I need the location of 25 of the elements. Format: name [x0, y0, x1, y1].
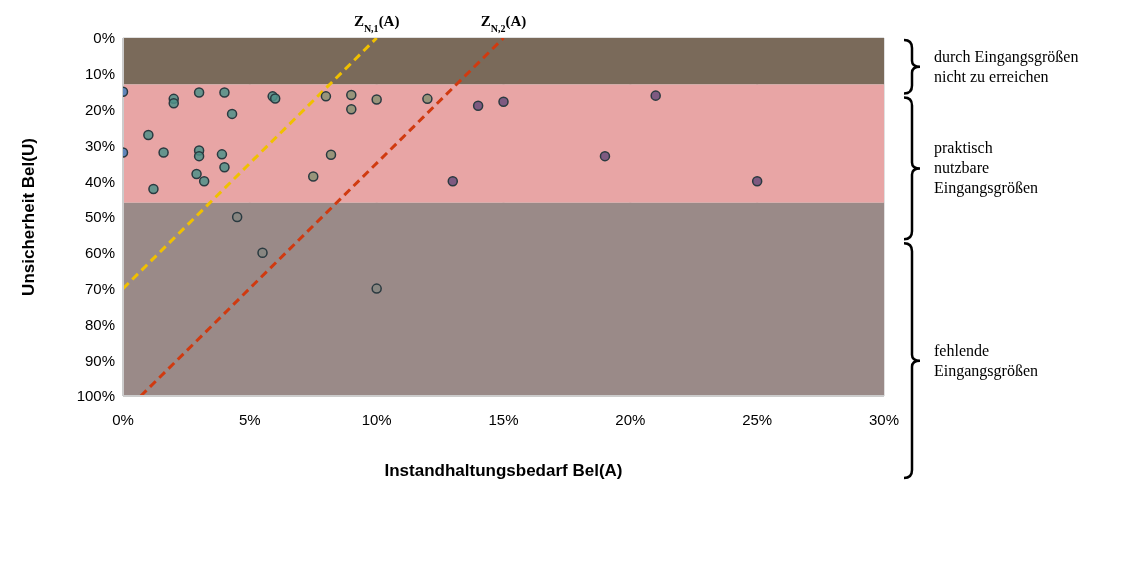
y-axis-title: Unsicherheit Bel(U) [19, 138, 39, 296]
x-tick-label: 15% [488, 410, 519, 428]
y-tick-label: 10% [84, 65, 115, 83]
x-tick-label: 5% [238, 410, 261, 428]
y-tick-label: 30% [84, 136, 115, 154]
y-tick-label: 60% [84, 244, 115, 262]
y-tick-label: 40% [84, 172, 115, 190]
text: durch Eingangsgrößen nicht zu erreichen [934, 47, 1079, 85]
annotation: Z$_{N,2}$(A) [480, 13, 527, 34]
x-tick-label: 30% [868, 410, 900, 428]
x-tick-label: 20% [615, 410, 646, 428]
text: fehlende Eingangsgrößen [934, 341, 1038, 380]
x-axis-title: Instandhaltungsbedarf Bel(A) [384, 461, 623, 480]
y-tick-label: 80% [84, 315, 115, 333]
y-tick-label: 20% [84, 100, 115, 118]
y-tick-label: 100% [76, 387, 115, 405]
text: praktisch nutzbare Eingangsgrößen [934, 139, 1038, 198]
y-tick-label: 50% [84, 208, 115, 226]
y-tick-label: 70% [84, 279, 115, 297]
x-tick-label: 10% [361, 410, 392, 428]
x-tick-label: 25% [742, 410, 773, 428]
y-tick-label: 90% [84, 351, 115, 369]
y-tick-label: 0% [93, 29, 115, 47]
annotation: Z$_{N,1}$(A) [353, 13, 400, 34]
x-tick-label: 0% [112, 410, 134, 428]
